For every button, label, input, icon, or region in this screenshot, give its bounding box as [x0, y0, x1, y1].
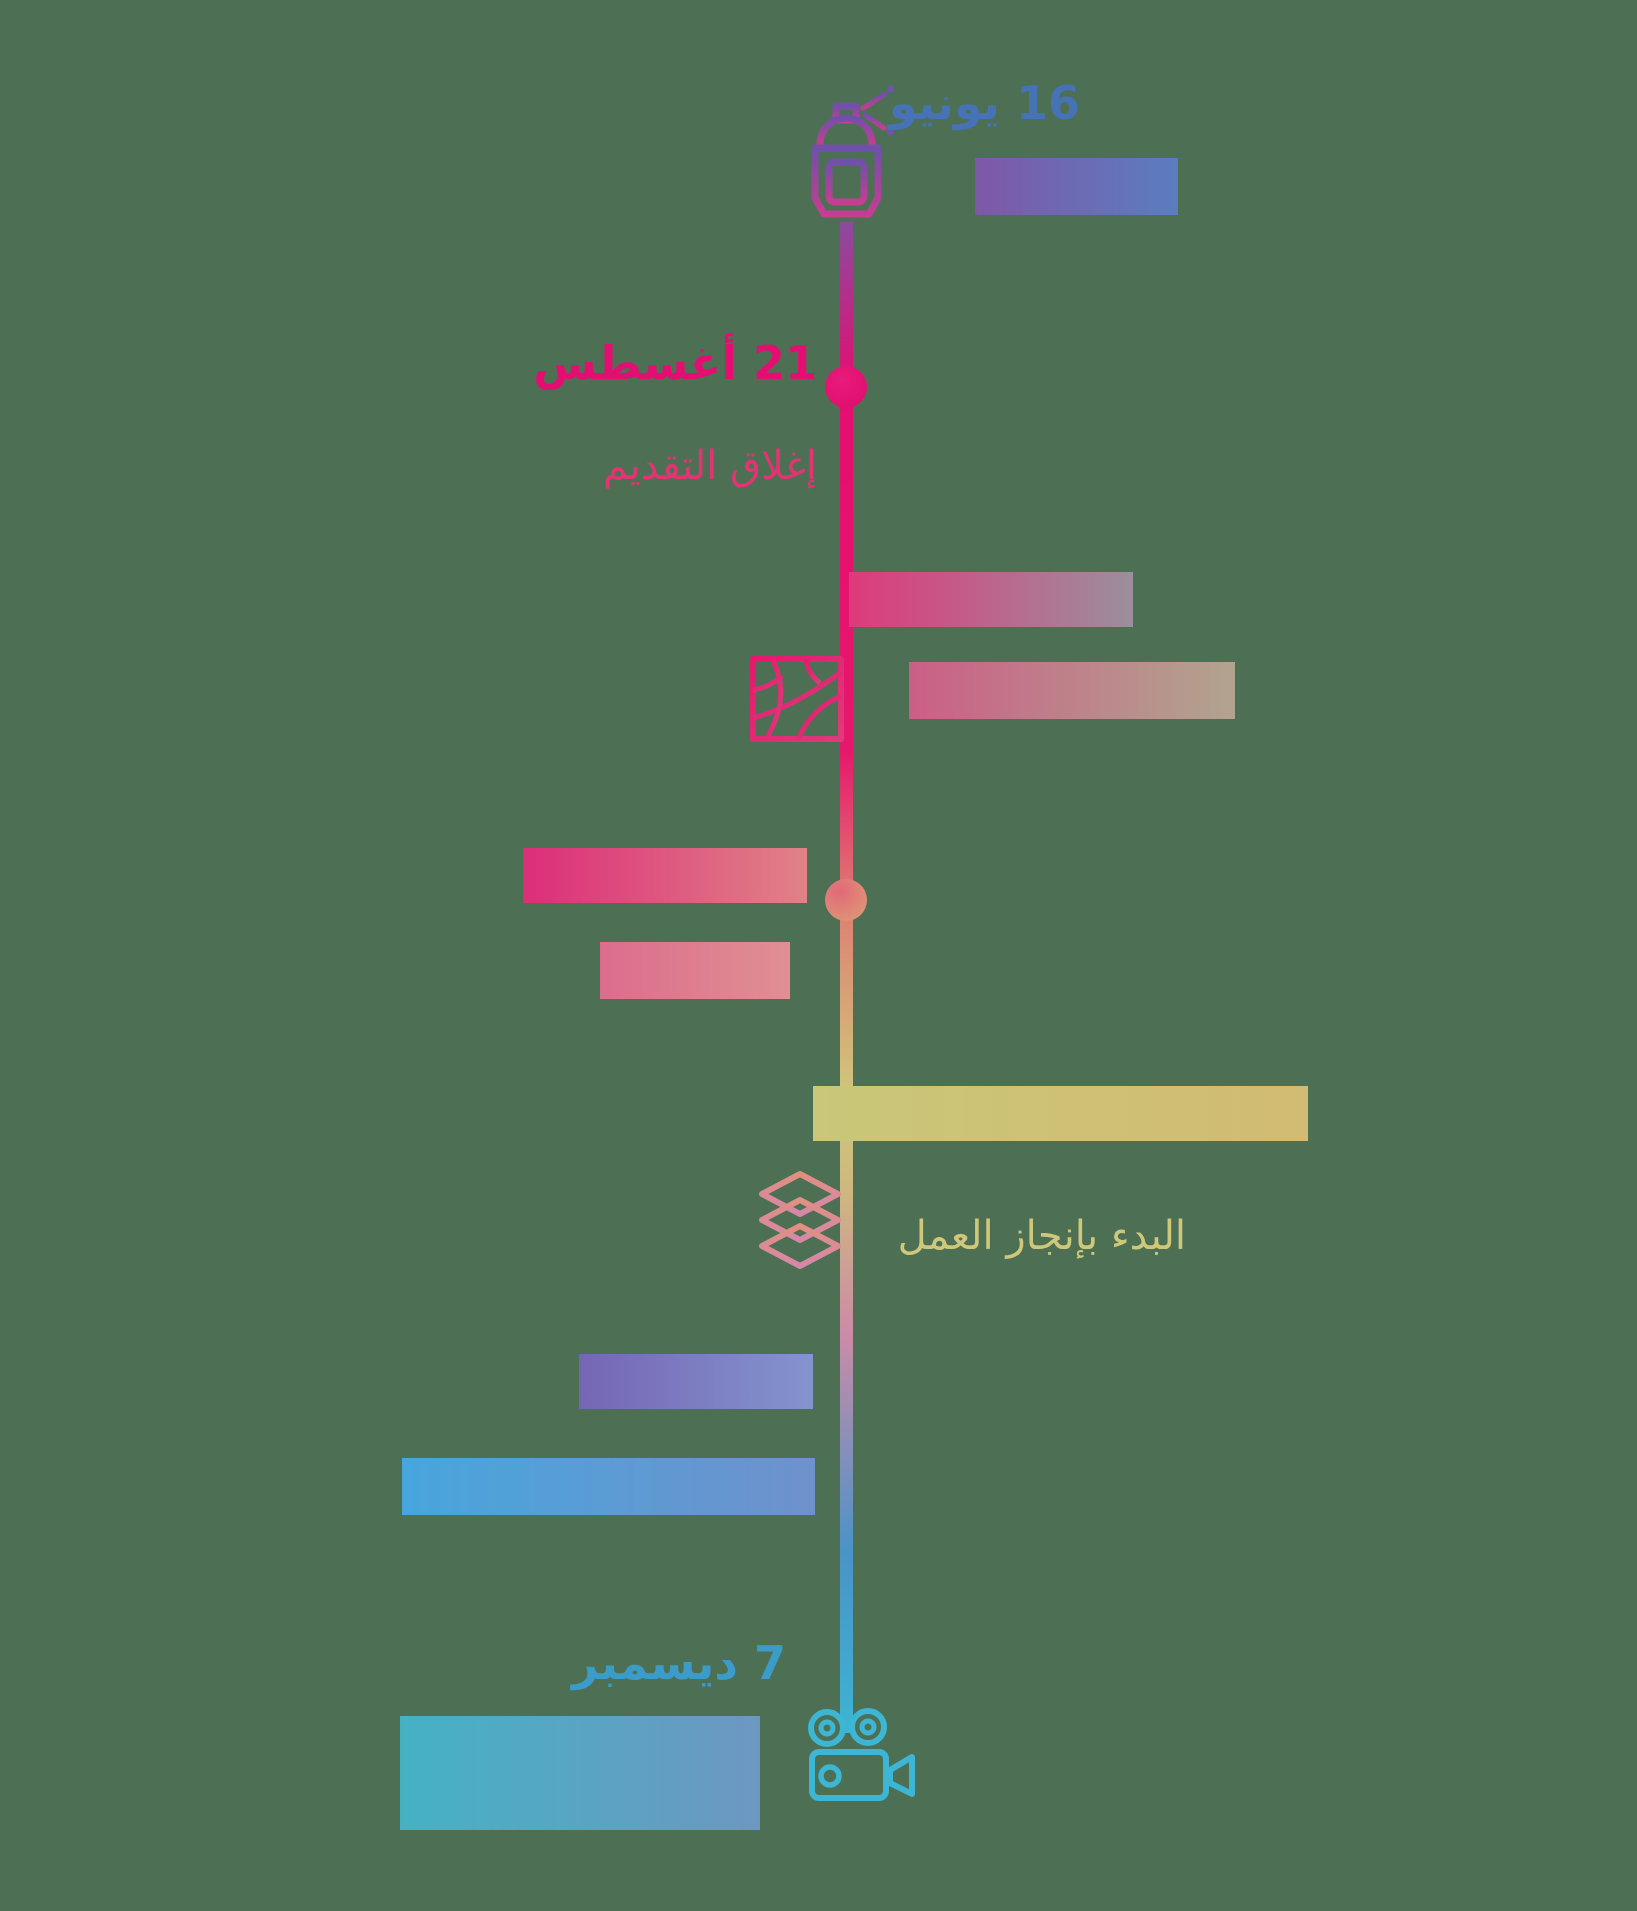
milestone-label: الكشف عن العمل في ثنائيات الدرعية	[400, 1716, 760, 1830]
timeline-line	[840, 222, 853, 1733]
milestone-date: 7 ديسمبر	[572, 1636, 786, 1690]
milestone-date: 21 أغسطس	[533, 336, 817, 390]
milestone-date: 30 أغسطس	[523, 848, 807, 904]
timeline-dot	[825, 366, 867, 408]
layers-icon	[759, 1171, 841, 1269]
milestone-label: إغلاق التقديم	[602, 443, 817, 489]
milestone-label: اجتماع لجنة التحكيم	[908, 662, 1235, 719]
film-camera-icon	[808, 1708, 915, 1801]
milestone-date: 16 يونيو	[888, 76, 1080, 130]
milestone-label: إعلان الفائز	[600, 942, 790, 999]
milestone-label-line1: الكشف عن العمل	[462, 1721, 760, 1767]
milestone-date: 25 أغسطس	[849, 572, 1133, 628]
spray-can-icon	[809, 85, 895, 218]
milestone-date: 26 نوفمبر	[578, 1354, 813, 1410]
milestone-label: إرسال العمل إلى الرياض	[401, 1458, 815, 1515]
milestone-label: البدء بإنجاز العمل	[897, 1213, 1186, 1259]
timeline-dot	[825, 879, 867, 921]
milestone-label: بدء التسجيل	[975, 158, 1178, 215]
milestone-date: 1 سبتمبر - 25 نوفمبر	[813, 1086, 1308, 1142]
milestone-label-line2: في ثنائيات الدرعية	[453, 1778, 760, 1824]
pattern-tile-icon	[750, 656, 844, 742]
